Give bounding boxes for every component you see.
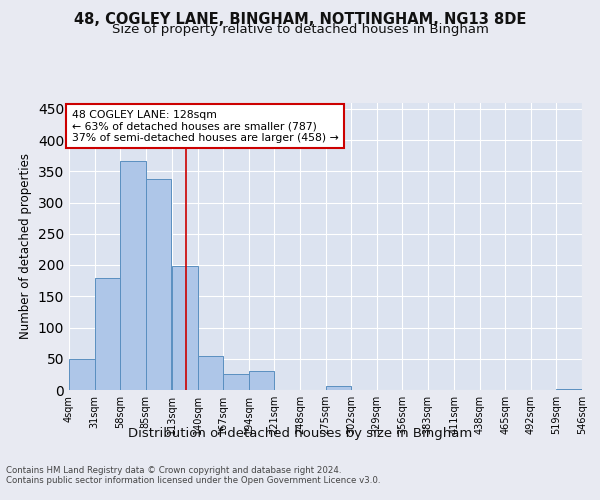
Bar bbox=[69, 360, 95, 390]
Text: Size of property relative to detached houses in Bingham: Size of property relative to detached ho… bbox=[112, 22, 488, 36]
Text: Contains public sector information licensed under the Open Government Licence v3: Contains public sector information licen… bbox=[6, 476, 380, 485]
Bar bbox=[120, 160, 146, 390]
Bar bbox=[325, 386, 351, 390]
Bar bbox=[198, 356, 223, 390]
Text: Contains HM Land Registry data © Crown copyright and database right 2024.: Contains HM Land Registry data © Crown c… bbox=[6, 466, 341, 475]
Text: 48 COGLEY LANE: 128sqm
← 63% of detached houses are smaller (787)
37% of semi-de: 48 COGLEY LANE: 128sqm ← 63% of detached… bbox=[71, 110, 338, 143]
Y-axis label: Number of detached properties: Number of detached properties bbox=[19, 153, 32, 340]
Bar bbox=[95, 278, 120, 390]
Text: Distribution of detached houses by size in Bingham: Distribution of detached houses by size … bbox=[128, 428, 472, 440]
Bar bbox=[223, 374, 249, 390]
Bar bbox=[249, 370, 274, 390]
Bar bbox=[146, 179, 171, 390]
Bar bbox=[172, 266, 198, 390]
Text: 48, COGLEY LANE, BINGHAM, NOTTINGHAM, NG13 8DE: 48, COGLEY LANE, BINGHAM, NOTTINGHAM, NG… bbox=[74, 12, 526, 28]
